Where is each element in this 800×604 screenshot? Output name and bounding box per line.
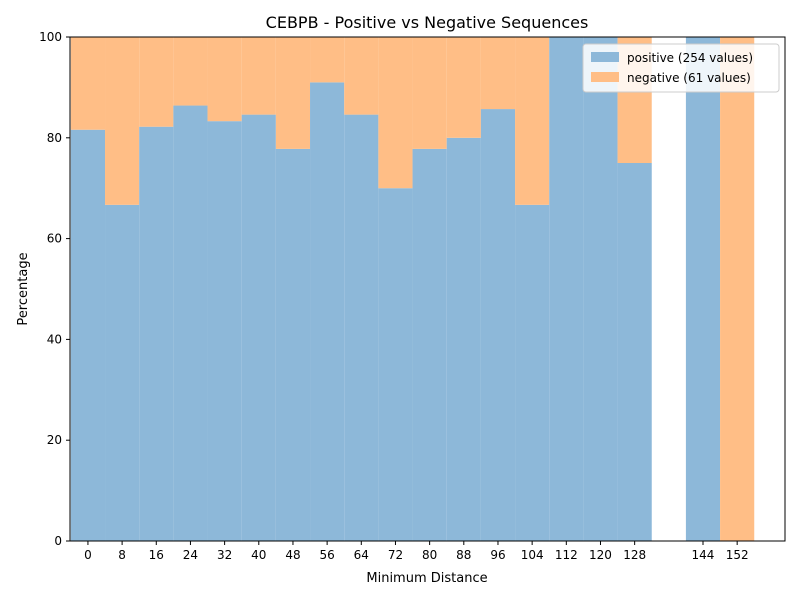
- legend-label: positive (254 values): [627, 51, 753, 65]
- bar-positive-112: [549, 37, 584, 541]
- bar-negative-32: [207, 37, 242, 122]
- bar-positive-40: [241, 114, 276, 541]
- bar-negative-8: [105, 37, 140, 205]
- x-tick-label: 0: [84, 548, 92, 562]
- x-tick-label: 112: [555, 548, 578, 562]
- x-tick-label: 40: [251, 548, 266, 562]
- legend-swatch: [591, 52, 619, 62]
- bar-negative-104: [515, 37, 550, 205]
- x-tick-label: 144: [692, 548, 715, 562]
- bar-positive-80: [412, 148, 447, 541]
- bar-positive-96: [480, 109, 516, 542]
- bar-negative-0: [70, 37, 106, 130]
- bar-positive-104: [515, 204, 550, 541]
- y-tick-label: 0: [54, 534, 62, 548]
- y-axis-label: Percentage: [16, 252, 31, 325]
- x-tick-label: 80: [422, 548, 437, 562]
- x-tick-label: 96: [490, 548, 505, 562]
- x-tick-label: 8: [118, 548, 126, 562]
- x-tick-label: 128: [623, 548, 646, 562]
- legend: positive (254 values) negative (61 values…: [582, 43, 780, 93]
- bar-negative-88: [446, 37, 481, 138]
- x-tick-label: 72: [388, 548, 403, 562]
- bar-positive-16: [139, 126, 174, 541]
- y-tick-label: 60: [47, 232, 62, 246]
- bar-positive-120: [583, 37, 618, 541]
- x-tick-label: 24: [183, 548, 198, 562]
- bar-positive-72: [378, 188, 413, 541]
- bar-positive-48: [275, 148, 311, 541]
- x-tick-label: 104: [521, 548, 544, 562]
- bar-positive-8: [105, 204, 140, 541]
- bar-positive-56: [310, 82, 345, 542]
- bar-positive-32: [207, 121, 242, 541]
- bar-positive-24: [173, 105, 208, 541]
- bar-negative-152: [720, 37, 755, 541]
- bar-negative-96: [480, 37, 516, 110]
- y-tick-label: 80: [47, 131, 62, 145]
- bar-negative-56: [310, 37, 345, 83]
- plot-frame: [69, 36, 786, 542]
- bar-positive-0: [70, 129, 106, 541]
- legend-swatch: [591, 72, 619, 82]
- legend-label: negative (61 values): [627, 71, 751, 85]
- y-tick-label: 40: [47, 332, 62, 346]
- x-tick-label: 64: [354, 548, 369, 562]
- x-tick-label: 152: [726, 548, 749, 562]
- bar-negative-16: [139, 37, 174, 127]
- chart-title: CEBPB - Positive vs Negative Sequences: [266, 13, 589, 32]
- bar-positive-64: [344, 114, 379, 541]
- x-tick-label: 16: [149, 548, 164, 562]
- bar-positive-128: [617, 163, 652, 541]
- bar-positive-88: [446, 137, 481, 542]
- x-tick-label: 120: [589, 548, 612, 562]
- bar-negative-40: [241, 37, 276, 115]
- bar-negative-64: [344, 37, 379, 115]
- x-axis-label: Minimum Distance: [366, 571, 487, 586]
- bar-negative-48: [275, 37, 311, 149]
- legend-box: [582, 43, 780, 93]
- y-tick-label: 20: [47, 433, 62, 447]
- bar-positive-144: [685, 37, 721, 541]
- y-ticks: 0 20 40 60 80 100: [39, 30, 70, 548]
- x-tick-label: 56: [319, 548, 334, 562]
- x-ticks: 0 8 16 24 32 40 48 56 64 72 80 88 96 104 112 120 128 144 1…: [84, 541, 749, 562]
- bar-negative-80: [412, 37, 447, 149]
- x-tick-label: 88: [456, 548, 471, 562]
- bar-negative-24: [173, 37, 208, 106]
- x-tick-label: 48: [285, 548, 300, 562]
- bar-negative-72: [378, 37, 413, 189]
- bars-group: [70, 37, 755, 542]
- x-tick-label: 32: [217, 548, 232, 562]
- y-tick-label: 100: [39, 30, 62, 44]
